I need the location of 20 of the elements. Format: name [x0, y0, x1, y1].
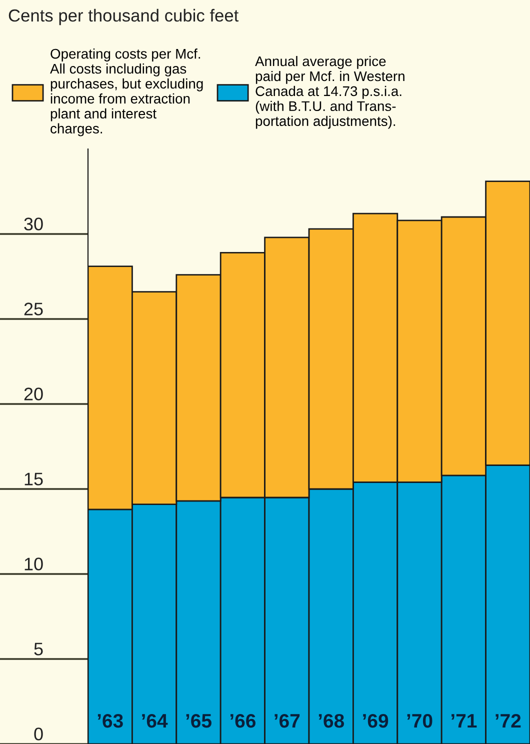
x-tick-label: ’72	[496, 714, 521, 728]
text: Cents per thousand cubic feet	[8, 8, 239, 26]
x-tick-label: ’63	[98, 714, 123, 728]
y-tick-label: 5	[34, 642, 43, 656]
y-tick-label: 30	[24, 218, 43, 230]
x-tick-label: ’69	[363, 714, 388, 728]
legend-label: Operating costs per Mcf. All costs including gas purchases, but excluding income from extraction plant and interest charges.	[50, 48, 203, 136]
y-tick-label: 0	[34, 728, 43, 740]
y-tick-label: 25	[24, 302, 43, 316]
legend-label: Annual average price paid per Mcf. in Western Canada at 14.73 p.s.i.a. (with B.T.U. and Trans- portation adjustments).	[255, 56, 404, 129]
x-tick-label: ’71	[452, 714, 477, 728]
x-tick-label: ’64	[142, 714, 168, 728]
y-tick-label: 10	[24, 558, 43, 570]
x-tick-label: ’65	[186, 714, 212, 728]
x-tick-label: ’68	[318, 714, 344, 728]
x-tick-label: ’70	[407, 714, 432, 728]
y-tick-label: 20	[24, 388, 43, 400]
x-tick-label: ’67	[274, 714, 300, 728]
x-tick-label: ’66	[230, 714, 256, 728]
y-tick-label: 15	[24, 472, 43, 486]
